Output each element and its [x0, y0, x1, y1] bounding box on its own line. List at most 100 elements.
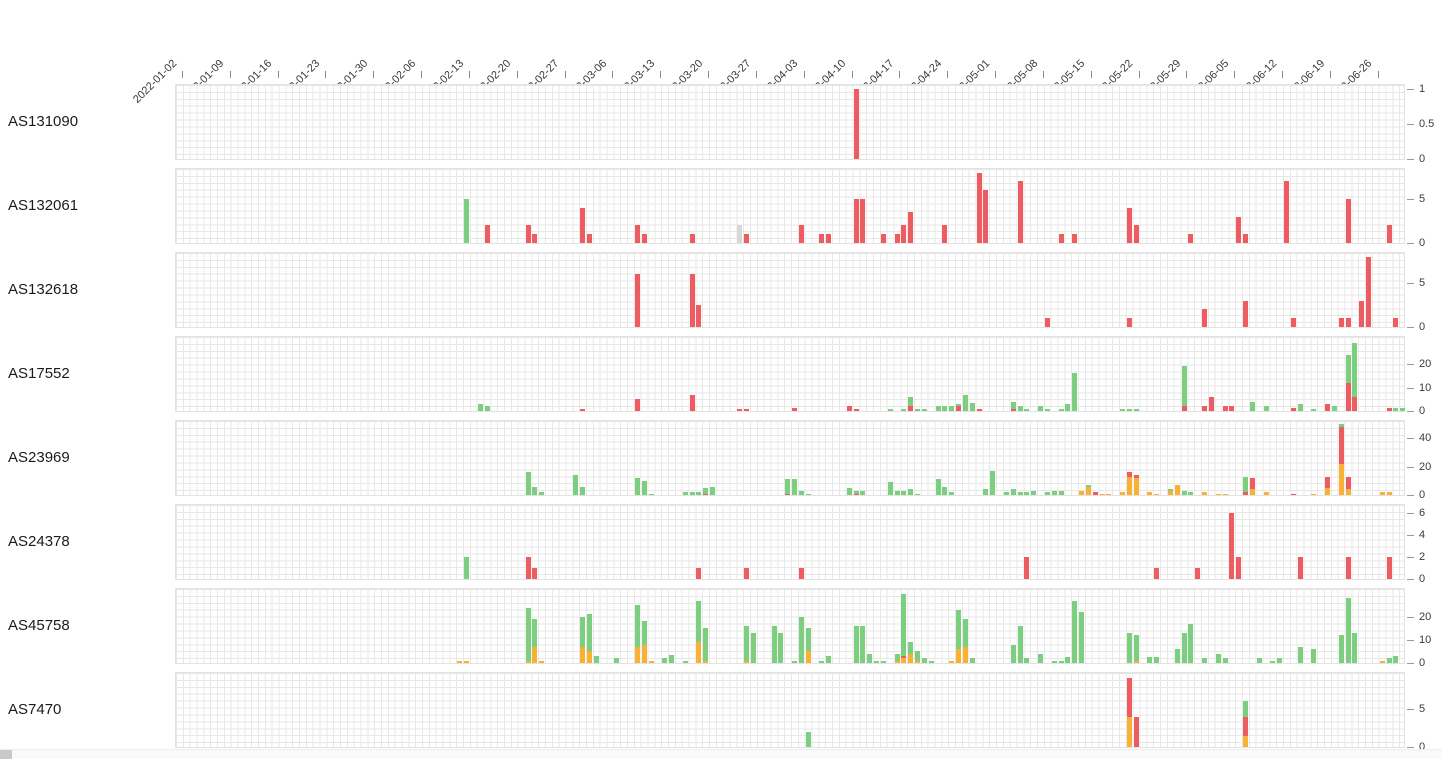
bar-segment-green: [1400, 407, 1406, 411]
bar-segment-green: [921, 408, 927, 411]
x-tick-mark: [1186, 71, 1188, 78]
bar-segment-green: [1181, 490, 1187, 495]
bar-segment-red: [798, 225, 804, 243]
row-label: AS132618: [8, 281, 79, 298]
x-tick-mark: [468, 71, 470, 78]
bar-segment-green: [641, 621, 647, 645]
bar-segment-red: [1126, 207, 1132, 243]
bar-segment-green: [1181, 366, 1187, 407]
bar-segment-red: [826, 234, 832, 243]
bar-segment-orange: [1133, 477, 1139, 495]
bar-segment-red: [860, 199, 866, 243]
bar-segment-green: [1311, 649, 1317, 663]
chart-panel: [175, 420, 1405, 496]
bar-segment-red: [580, 408, 586, 411]
bar-segment-red: [792, 407, 797, 411]
bar-segment-green: [1256, 658, 1262, 663]
bar-segment-red: [525, 556, 531, 579]
bar-segment-red: [696, 305, 702, 327]
bar-segment-orange: [908, 653, 914, 663]
bar-segment-orange: [1106, 493, 1112, 495]
bar-segment-orange: [1126, 716, 1132, 747]
bar-segment-green: [1222, 658, 1228, 663]
bar-segment-red: [689, 274, 695, 327]
bar-segment-green: [826, 656, 832, 663]
bar-segment-red: [580, 207, 586, 243]
bar-segment-red: [737, 408, 743, 411]
y-tick-label: 0: [1419, 153, 1426, 165]
bar-segment-green: [908, 489, 914, 495]
bar-segment-green: [525, 472, 531, 495]
bar-segment-red: [853, 493, 859, 495]
bar-segment-green: [1338, 423, 1344, 427]
bar-segment-red: [1393, 318, 1399, 327]
bar-segment-orange: [1222, 493, 1228, 495]
bar-segment-green: [846, 487, 852, 495]
bar-segment-red: [634, 399, 640, 411]
bar-segment-red: [1010, 408, 1016, 411]
bar-segment-orange: [525, 660, 531, 663]
bar-segment-green: [689, 492, 695, 495]
bar-segment-red: [1243, 300, 1248, 327]
bar-segment-red: [908, 406, 914, 411]
bar-segment-red: [1229, 406, 1235, 411]
x-tick-mark: [995, 71, 996, 78]
bar-segment-green: [969, 658, 975, 663]
bar-segment-orange: [915, 660, 920, 663]
y-tick-label: 10: [1419, 633, 1432, 646]
bar-segment-red: [689, 394, 695, 411]
bar-segment-orange: [1126, 476, 1132, 495]
bar-segment-green: [1345, 598, 1351, 663]
bar-segment-green: [539, 492, 545, 495]
bar-segment-red: [1290, 493, 1296, 495]
bar-segment-red: [1345, 318, 1351, 327]
bar-segment-green: [703, 628, 709, 661]
bar-segment-green: [1010, 401, 1016, 409]
row-label: AS45758: [8, 617, 70, 634]
bar-segment-red: [785, 493, 791, 495]
row-label: AS24378: [8, 533, 70, 550]
scrollbar-thumb[interactable]: [0, 750, 12, 759]
bar-segment-red: [976, 408, 982, 411]
y-tick-label: 0: [1419, 657, 1426, 669]
bar-segment-red: [798, 568, 804, 579]
bar-segment-green: [887, 482, 893, 495]
bar-segment-green: [867, 653, 873, 663]
bar-segment-orange: [1386, 492, 1392, 495]
bar-segment-green: [532, 619, 538, 647]
bar-segment-red: [1058, 234, 1064, 243]
bar-segment-green: [962, 394, 968, 411]
bar-segment-green: [956, 404, 961, 407]
bar-segment-red: [853, 408, 859, 411]
bar-segment-green: [1188, 623, 1194, 663]
bar-segment-green: [1051, 660, 1057, 663]
bar-segment-red: [1345, 382, 1351, 411]
bar-segment-red: [1290, 407, 1296, 411]
bar-segment-green: [819, 660, 825, 663]
bar-segment-green: [682, 660, 688, 663]
bar-segment-red: [525, 225, 531, 243]
bar-segment-green: [1311, 408, 1317, 411]
bar-segment-green: [1058, 408, 1064, 411]
x-tick-mark: [1377, 71, 1379, 78]
y-tick-label: 0: [1419, 741, 1426, 753]
horizontal-scrollbar[interactable]: [0, 749, 1442, 759]
bar-segment-red: [696, 568, 702, 579]
bar-segment-red: [1297, 556, 1303, 579]
y-tick-mark: [1407, 159, 1414, 160]
bar-segment-red: [1243, 492, 1248, 495]
bar-segment-orange: [1085, 486, 1091, 495]
bar-segment-orange: [1263, 492, 1269, 495]
x-tick-mark: [708, 71, 709, 78]
bar-segment-orange: [648, 660, 654, 663]
bar-segment-orange: [580, 646, 586, 663]
bar-segment-green: [1393, 407, 1399, 411]
bar-segment-green: [1065, 657, 1071, 663]
bar-segment-red: [956, 406, 961, 411]
bar-segment-orange: [1174, 485, 1180, 495]
bar-segment-green: [792, 479, 797, 495]
bar-segment-green: [1386, 658, 1392, 663]
bar-segment-green: [1051, 490, 1057, 495]
bar-segment-green: [1133, 635, 1139, 661]
